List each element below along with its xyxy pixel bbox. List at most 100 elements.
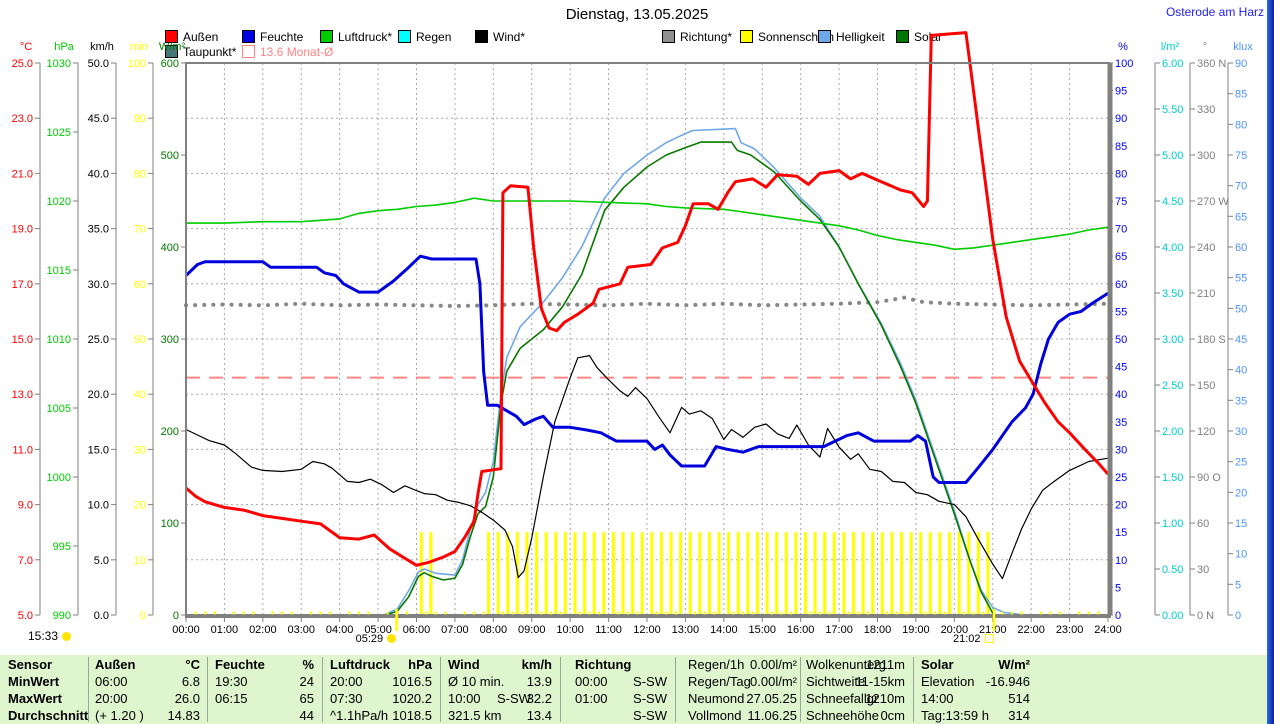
table-cell: 11-15km [855,674,905,689]
svg-text:min: min [130,41,148,53]
page-title: Dienstag, 13.05.2025 [565,6,709,23]
table-cell: 24 [299,674,314,689]
svg-text:1015: 1015 [47,265,71,277]
svg-text:60: 60 [134,279,146,291]
svg-text:20: 20 [1235,487,1247,499]
svg-text:40: 40 [134,389,146,401]
svg-text:90: 90 [134,113,146,125]
table-cell: hPa [408,657,432,672]
legend-item-1-0: Außen [165,30,218,44]
table-cell: S-SW [633,708,667,723]
legend-label: Feuchte [260,30,304,44]
legend-label: 13.6 Monat-Ø [260,45,334,59]
svg-text:45.0: 45.0 [88,113,109,125]
svg-text:360 N: 360 N [1197,58,1226,70]
svg-text:22:00: 22:00 [1017,624,1045,636]
table-cell: Regen/1h [688,657,745,672]
legend-item-2-0: Taupunkt* [165,45,237,59]
table-cell: Elevation [921,674,975,689]
sunrise-sun-icon [387,634,397,643]
legend-swatch [896,30,909,43]
series-solar [385,141,996,616]
series-direction [184,295,1110,308]
svg-text:l/m²: l/m² [1161,41,1180,53]
svg-text:01:00: 01:00 [211,624,239,636]
svg-text:70: 70 [134,224,146,236]
svg-text:75: 75 [1115,196,1127,208]
table-cell: Solar [921,657,954,672]
sunrise-time: 05:29 [355,633,384,645]
svg-text:13.0: 13.0 [12,389,33,401]
svg-text:02:00: 02:00 [249,624,277,636]
svg-text:15: 15 [1115,527,1127,539]
svg-text:1.00: 1.00 [1162,518,1183,530]
svg-text:90: 90 [1115,113,1127,125]
svg-text:85: 85 [1235,89,1247,101]
table-cell: Schneehöhe [806,708,880,723]
svg-text:30: 30 [1235,426,1247,438]
svg-text:45: 45 [1115,362,1127,374]
day-length-value: 15:33 [28,629,59,643]
legend-swatch [475,30,488,43]
svg-text:24:00: 24:00 [1094,624,1122,636]
svg-text:15.0: 15.0 [88,444,109,456]
svg-text:330: 330 [1197,104,1215,116]
series-pressure [186,197,1109,251]
table-cell: 1020.2 [392,691,432,706]
legend-swatch [740,30,753,43]
svg-text:0.00: 0.00 [1162,610,1183,622]
svg-text:25.0: 25.0 [88,334,109,346]
svg-text:W/m²: W/m² [159,41,186,53]
svg-text:15: 15 [1235,518,1247,530]
table-cell: Richtung [575,657,632,672]
sunshine-bars [419,532,990,615]
table-cell: 26.0 [174,691,200,706]
svg-text:990: 990 [53,610,71,622]
svg-text:19:00: 19:00 [902,624,930,636]
svg-text:23:00: 23:00 [1056,624,1084,636]
svg-text:40: 40 [1235,365,1247,377]
series-temp [185,31,1110,567]
svg-text:5.00: 5.00 [1162,150,1183,162]
table-cell: 01:00 [575,691,608,706]
svg-text:0: 0 [140,610,146,622]
svg-text:%: % [1118,41,1128,53]
svg-text:20: 20 [134,500,146,512]
table-cell: 514 [1008,691,1030,706]
svg-text:60: 60 [1115,279,1127,291]
table-cell: km/h [521,657,552,672]
table-separator [913,657,914,722]
axis-pressure: hPa 990 995 1000 1005 1010 1015 1020 1025 1030 [47,41,79,622]
svg-text:14:00: 14:00 [710,624,738,636]
svg-text:6.00: 6.00 [1162,58,1183,70]
axis-sun: min 0 10 20 30 40 50 60 70 80 90 100 [128,41,154,622]
svg-text:9.0: 9.0 [18,500,33,512]
table-cell: Wolkenunterg [806,657,886,672]
svg-text:75: 75 [1235,150,1247,162]
table-separator [560,657,561,722]
table-cell: 27.05.25 [746,691,797,706]
svg-text:05:00: 05:00 [364,624,392,636]
table-cell: Außen [95,657,136,672]
table-cell: 0.00l/m² [750,674,797,689]
svg-text:100: 100 [128,58,146,70]
legend-item-1-8: Solar [896,30,942,44]
svg-text:17.0: 17.0 [12,279,33,291]
svg-text:08:00: 08:00 [480,624,508,636]
window-edge [1267,0,1274,724]
sunrise-marker: 05:29 [356,633,397,645]
table-cell: 44 [299,708,314,723]
svg-text:5.0: 5.0 [94,555,109,567]
svg-text:60: 60 [1235,242,1247,254]
legend-item-2-1: 13.6 Monat-Ø [242,45,334,59]
svg-text:95: 95 [1115,86,1127,98]
table-cell: 0cm [880,708,905,723]
svg-text:50.0: 50.0 [88,58,109,70]
legend-label: Taupunkt* [183,45,237,59]
gridlines [186,63,1108,615]
svg-text:80: 80 [1115,168,1127,180]
table-cell: -16.946 [985,674,1030,689]
svg-text:°C: °C [20,41,32,53]
svg-text:100: 100 [1115,58,1133,70]
table-cell: S-SW [497,691,531,706]
